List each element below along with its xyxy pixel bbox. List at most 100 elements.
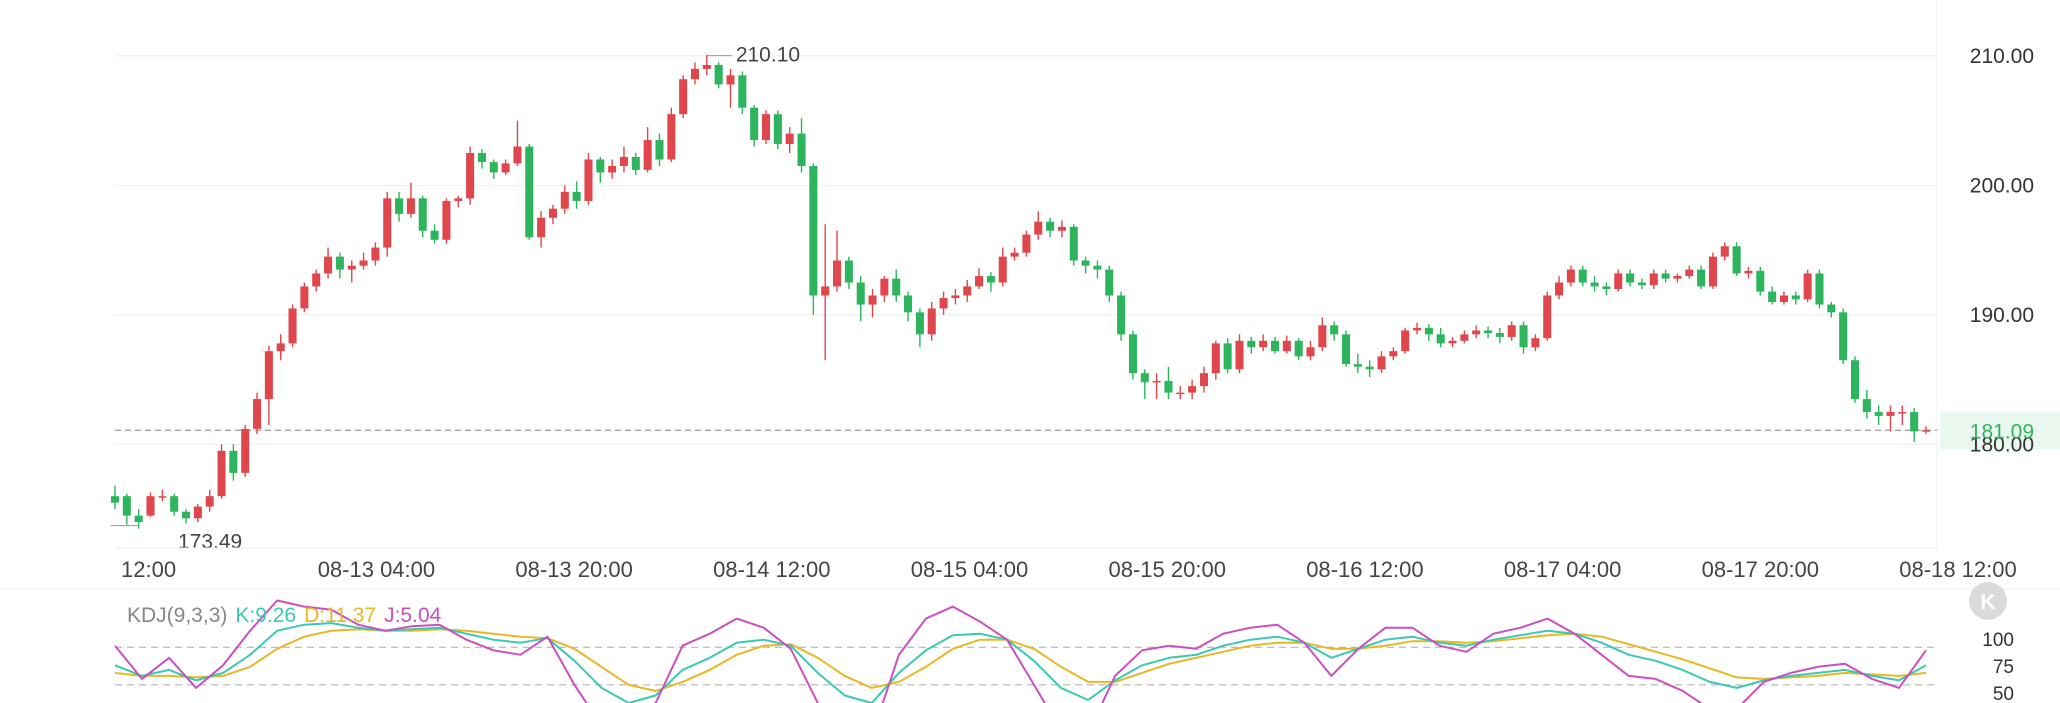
candle-body [1389,351,1398,357]
candle-body [1839,312,1848,361]
candle-body [1140,373,1149,383]
kdj-tick-label: 50 [1993,684,2014,703]
candle-body [1128,334,1137,374]
candle-body [868,295,877,305]
candle-body [288,308,297,344]
candle-body [383,198,392,248]
candle-body [347,265,356,270]
candle-body [1199,373,1208,387]
candle-body [466,153,475,199]
candle-body [1460,334,1469,341]
candle-body [1318,325,1327,348]
candle-body [1685,269,1694,277]
time-tick-label: 08-18 12:00 [1899,557,2016,582]
kdj-k-line [114,622,1927,703]
kdj-j-line [114,599,1927,703]
candle-body [1791,295,1800,300]
candle-body [1188,386,1197,393]
candle-body [667,114,676,160]
candle-body [560,191,569,209]
candle-body [193,506,202,519]
candle-body [1768,291,1777,302]
candle-body [418,198,427,231]
candle-body [264,351,273,400]
candle-body [1105,269,1114,296]
candle-body [477,153,486,163]
low-label: 173.49 [178,531,242,554]
candle-body [170,496,179,512]
candle-body [1294,340,1303,357]
candle-body [1330,325,1339,335]
candle-body [1649,273,1658,286]
candle-body [1247,340,1256,348]
candle-body [631,156,640,170]
candle-body [1034,221,1043,235]
candles [110,54,1931,529]
time-tick-label: 08-13 20:00 [515,557,632,582]
candle-body [714,64,723,85]
candle-body [1910,412,1919,432]
candle-body [537,217,546,238]
candle-body [110,496,120,503]
candle-body [1566,269,1575,283]
candle-body [548,208,557,218]
candle-body [1069,226,1078,261]
candle-body [1436,334,1445,344]
candle-body [761,114,771,141]
candle-body [525,146,534,238]
candle-body [1211,343,1220,374]
candle-body [1531,338,1540,348]
candle-body [1555,282,1564,296]
candle-body [880,278,889,296]
time-tick-label: 08-14 12:00 [713,557,830,582]
candle-body [844,260,853,283]
candle-body [1152,380,1161,383]
chart-type-button[interactable]: K [1969,582,2007,620]
candle-body [300,286,309,309]
candle-body [690,68,700,80]
candle-body [406,198,415,214]
extreme-markers: 210.10 173.49 [110,44,800,554]
candle-body [963,286,972,296]
candle-body [1377,356,1386,370]
candle-body [1886,412,1895,416]
candle-body [1827,304,1836,313]
candle-body [809,165,818,296]
candle-body [395,198,404,214]
candle-body [371,247,380,261]
candle-body [785,133,794,144]
candle-body [1874,412,1883,416]
candle-body [1507,325,1516,337]
kdj-d-line [114,628,1927,692]
time-tick-label: 08-17 20:00 [1702,557,1819,582]
candle-body [1697,269,1706,287]
candle-body [454,198,463,201]
candle-body [1519,325,1528,348]
candle-body [1756,270,1765,292]
candle-body [643,140,652,170]
candle-body [1093,265,1102,270]
kdj-tick-label: 75 [1993,657,2014,678]
last-price-label: 181.09 [1970,420,2034,443]
kdj-d-value: D:11.37 [304,604,376,627]
candle-body [1602,286,1611,289]
candle-body [1661,273,1670,279]
candle-body [655,140,664,160]
candle-body [1046,221,1055,231]
candle-body [1673,276,1682,279]
candle-body [489,162,498,173]
kdj-legend: KDJ(9,3,3) K:9.26 D:11.37 J:5.04 [127,604,442,627]
candle-body [833,260,842,287]
price-grid [115,0,1938,548]
candle-body [1614,273,1623,289]
kdj-lines [114,599,1927,703]
candle-body [241,428,250,473]
candle-body [951,295,960,299]
candle-body [229,450,238,473]
candle-body [1176,392,1185,395]
candle-body [821,286,830,296]
candle-body [442,200,451,240]
candle-body [181,511,191,519]
candle-body [324,256,333,274]
candle-body [1815,273,1824,305]
